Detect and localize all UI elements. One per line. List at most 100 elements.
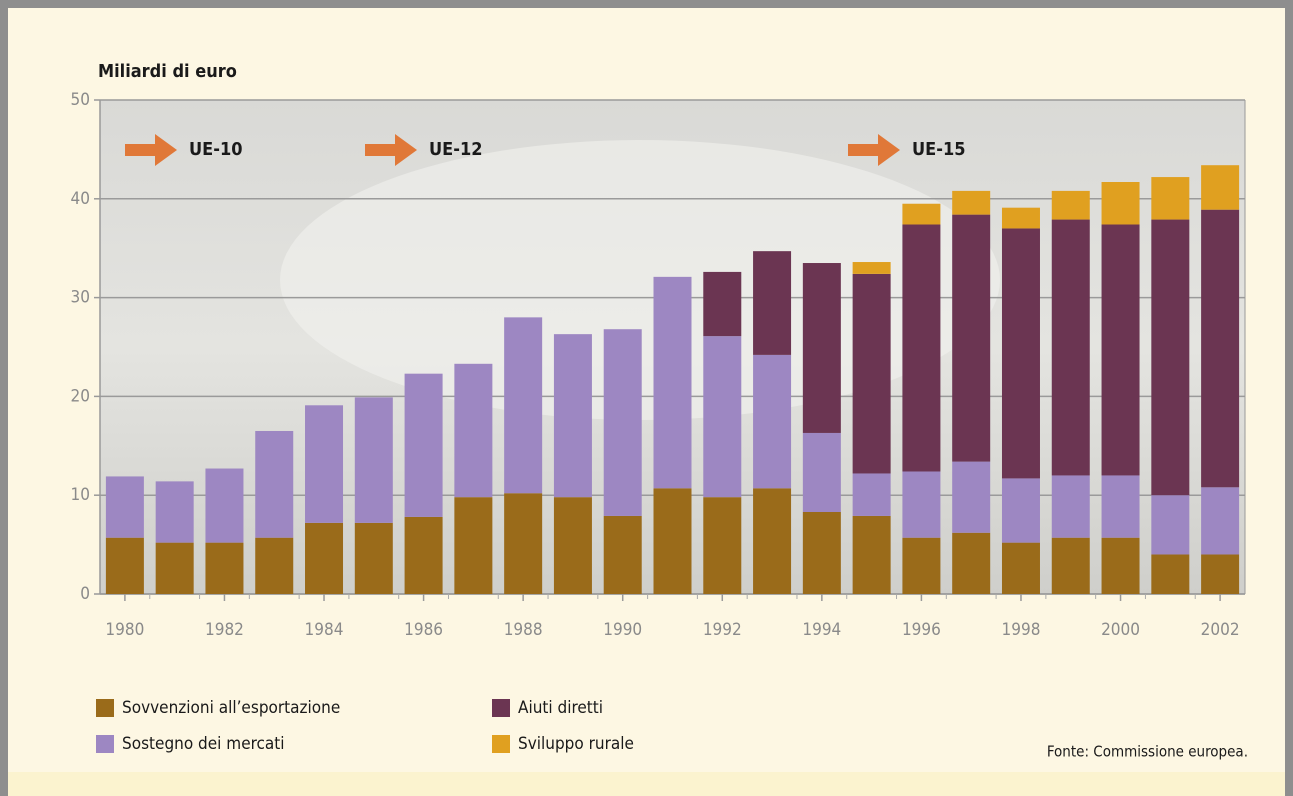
bar-segment <box>1201 554 1240 594</box>
bar-segment <box>205 542 244 594</box>
legend-swatch <box>96 699 114 717</box>
bar-segment <box>902 471 941 538</box>
bar-segment <box>1201 165 1240 210</box>
bar-segment <box>1051 475 1090 538</box>
bar-segment <box>404 516 443 594</box>
bar-segment <box>1001 207 1040 229</box>
legend-label: Aiuti diretti <box>518 698 603 718</box>
bar-segment <box>753 251 792 355</box>
x-tick-label: 1982 <box>205 620 244 640</box>
bar-segment <box>1201 487 1240 555</box>
x-tick-label: 1988 <box>504 620 543 640</box>
bar-segment <box>753 354 792 489</box>
bar-segment <box>504 493 543 594</box>
bar-segment <box>603 329 642 516</box>
bar-segment <box>1151 554 1190 594</box>
y-tick-label: 10 <box>71 485 90 505</box>
bar-segment <box>1201 209 1240 488</box>
y-axis-label: Miliardi di euro <box>98 61 237 82</box>
bar-segment <box>553 497 592 594</box>
bar-segment <box>802 432 841 512</box>
bar-segment <box>354 522 393 594</box>
bar-segment <box>653 276 692 489</box>
bar-segment <box>105 476 144 538</box>
bar-segment <box>155 481 194 543</box>
y-tick-label: 50 <box>71 90 90 110</box>
bar-segment <box>1001 542 1040 594</box>
bottom-band <box>8 772 1293 796</box>
y-tick-label: 40 <box>71 189 90 209</box>
bar-segment <box>105 537 144 594</box>
legend-label: Sovvenzioni all’esportazione <box>122 698 340 718</box>
bar-segment <box>952 214 991 462</box>
bar-segment <box>255 430 294 538</box>
bar-segment <box>653 488 692 594</box>
bar-segment <box>454 497 493 594</box>
arrow <box>125 134 177 166</box>
bar-segment <box>952 532 991 594</box>
y-tick-label: 20 <box>71 386 90 406</box>
arrow <box>365 134 417 166</box>
bar-segment <box>305 522 344 594</box>
bar-segment <box>1001 478 1040 543</box>
bar-segment <box>155 542 194 594</box>
bar-segment <box>504 317 543 494</box>
bar-segment <box>952 461 991 533</box>
bar-segment <box>802 263 841 433</box>
bar-segment <box>1101 537 1140 594</box>
bar-segment <box>205 468 244 543</box>
bar-segment <box>703 336 742 498</box>
bar-segment <box>1051 537 1090 594</box>
bar-segment <box>703 497 742 594</box>
x-tick-label: 1990 <box>603 620 642 640</box>
x-tick-label: 2002 <box>1201 620 1240 640</box>
bar-segment <box>603 515 642 594</box>
bar-segment <box>553 334 592 498</box>
bar-segment <box>952 190 991 215</box>
bar-segment <box>1051 190 1090 220</box>
bar-segment <box>1151 495 1190 555</box>
y-tick-label: 30 <box>71 288 90 308</box>
bar-segment <box>852 273 891 474</box>
bar-segment <box>1001 228 1040 479</box>
bar-segment <box>404 373 443 517</box>
x-tick-label: 1984 <box>305 620 344 640</box>
bar-segment <box>255 537 294 594</box>
bar-segment <box>852 515 891 594</box>
bar-segment <box>802 511 841 594</box>
bar-segment <box>354 397 393 523</box>
bar-segment <box>454 363 493 498</box>
bar-segment <box>305 405 344 523</box>
bar-segment <box>1101 224 1140 476</box>
x-tick-label: 1996 <box>902 620 941 640</box>
bar-segment <box>1101 182 1140 225</box>
x-tick-label: 1980 <box>105 620 144 640</box>
legend-label: Sostegno dei mercati <box>122 734 285 754</box>
bar-segment <box>703 271 742 337</box>
x-tick-label: 1992 <box>703 620 742 640</box>
y-tick-label: 0 <box>80 584 90 604</box>
bar-segment <box>902 203 941 225</box>
x-tick-label: 2000 <box>1101 620 1140 640</box>
x-tick-label: 1986 <box>404 620 443 640</box>
arrow <box>848 134 900 166</box>
bar-segment <box>1051 219 1090 476</box>
x-tick-label: 1994 <box>802 620 841 640</box>
bar-segment <box>852 473 891 516</box>
bar-segment <box>1151 177 1190 220</box>
annotation: UE-10 <box>189 139 242 160</box>
bar-segment <box>1101 475 1140 538</box>
annotation: UE-12 <box>429 139 482 160</box>
bar-segment <box>852 262 891 274</box>
bar-segment <box>1151 219 1190 496</box>
bar-segment <box>753 488 792 594</box>
legend-swatch <box>492 735 510 753</box>
bar-segment <box>902 224 941 472</box>
legend-swatch <box>492 699 510 717</box>
annotation: UE-15 <box>912 139 965 160</box>
source: Fonte: Commissione europea. <box>1047 743 1248 761</box>
legend-label: Sviluppo rurale <box>518 734 634 754</box>
